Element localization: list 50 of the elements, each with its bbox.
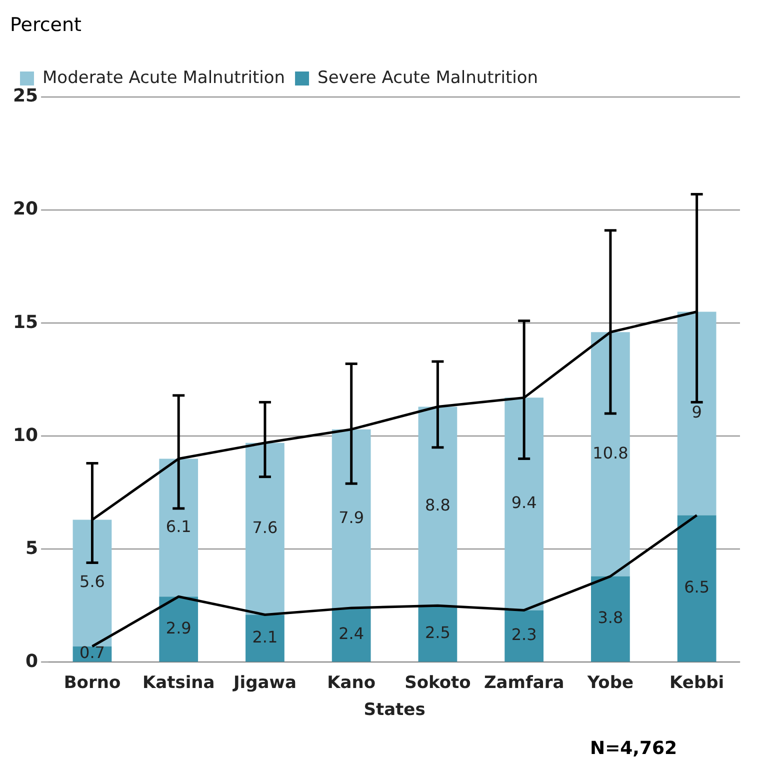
bar (418, 406, 458, 606)
x-tick-label: Yobe (586, 672, 634, 693)
data-label: 9 (692, 402, 702, 422)
data-label: 5.6 (80, 572, 105, 592)
x-tick-label: Katsina (142, 672, 215, 693)
y-tick-label: 25 (12, 86, 38, 107)
x-tick-label: Kano (327, 672, 376, 693)
text: N=4,762 (590, 738, 678, 759)
y-tick-label: 20 (12, 198, 38, 220)
x-tick-label: Sokoto (404, 672, 471, 693)
data-label: 7.9 (338, 508, 364, 527)
data-label: 2.4 (338, 624, 364, 643)
y-tick-label: 5 (26, 538, 38, 559)
x-tick-label: Borno (64, 672, 121, 693)
bar (72, 520, 112, 646)
data-label: 2.1 (252, 627, 278, 646)
x-tick-label: Zamfara (484, 672, 564, 693)
data-label: 2.5 (424, 622, 450, 642)
y-tick-label: 0 (26, 650, 38, 672)
bar (246, 442, 284, 615)
bar (332, 608, 371, 662)
bar (418, 606, 458, 662)
bar (504, 398, 544, 610)
y-tick-label: 10 (12, 424, 38, 446)
bar (332, 429, 371, 608)
bar (159, 458, 198, 597)
legend-label: Severe Acute Malnutrition (318, 68, 538, 88)
y-axis-title: Percent (10, 14, 82, 36)
bar (159, 596, 198, 662)
data-label: 8.8 (424, 495, 450, 514)
data-label: 7.6 (252, 518, 278, 537)
data-label: 9.4 (511, 493, 537, 512)
bar (591, 576, 630, 662)
data-label: 3.8 (598, 608, 624, 628)
bar (677, 515, 716, 662)
data-label: 2.9 (166, 618, 192, 638)
data-label: 2.3 (511, 625, 537, 644)
data-label: 6.5 (684, 578, 710, 597)
data-label: 0.7 (80, 643, 105, 662)
x-tick-label: Kebbi (670, 672, 724, 693)
data-label: 10.8 (592, 443, 628, 462)
x-tick-label: Jigawa (232, 672, 296, 693)
legend-label: Moderate Acute Malnutrition (42, 68, 286, 88)
bar (591, 332, 630, 576)
bar (504, 610, 544, 662)
x-axis-title: States (364, 700, 426, 720)
bar (677, 312, 716, 516)
y-tick-label: 15 (12, 312, 38, 333)
bar (246, 614, 284, 662)
data-label: 6.1 (166, 516, 192, 536)
